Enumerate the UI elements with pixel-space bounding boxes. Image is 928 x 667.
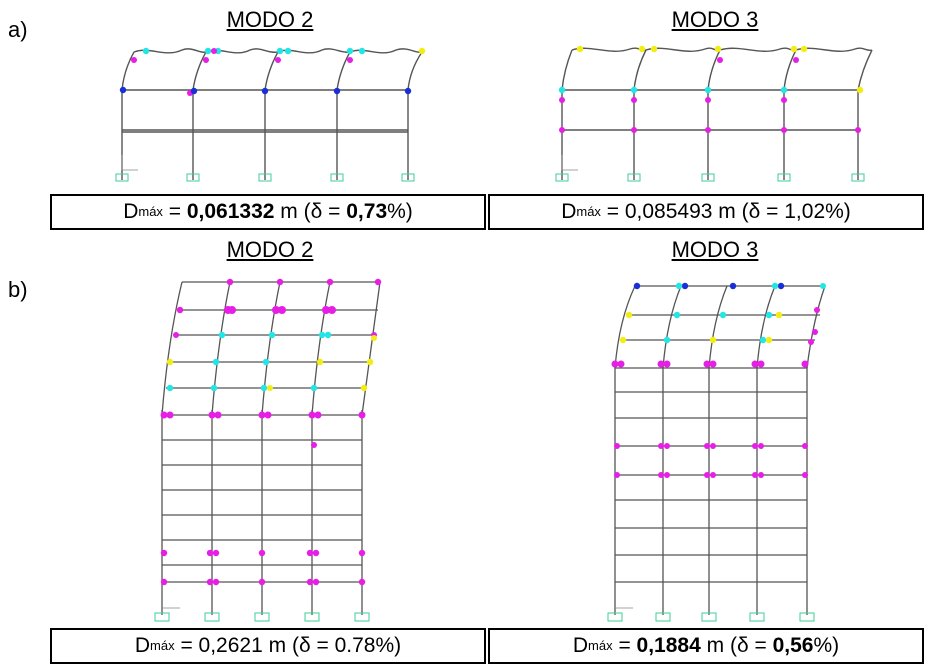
caption-value: 0,2621 [198,634,263,657]
caption-text: = [310,634,335,657]
frame-a-modo3 [550,40,880,185]
caption-subscript: máx [150,638,175,653]
panel-a-label: a) [8,17,28,42]
panel-b-left-title: MODO 2 [226,237,314,262]
caption-text: m ( [262,634,299,657]
caption-value: 0,1884 [636,634,701,657]
caption-text: = [322,200,347,223]
caption-delta: δ [736,634,749,657]
caption-text: = [174,634,199,657]
frame-a-modo2 [110,40,430,185]
caption-subscript: máx [576,204,601,219]
caption-ratio: 0,73 [346,200,388,223]
caption-text: D [123,200,139,223]
panel-b-label: b) [8,277,28,302]
caption-text: m ( [274,200,311,223]
caption-text: = [760,200,785,223]
caption-text: = [600,200,625,223]
caption-text: D [572,634,589,657]
caption-text: %) [825,200,851,223]
caption-ratio: 1,02 [784,200,826,223]
caption-value: 0,061332 [186,200,275,223]
caption-text: D [561,200,577,223]
panel-a-right-title: MODO 3 [671,7,759,32]
caption-ratio: 0,56 [772,634,814,657]
caption-delta: δ [298,634,311,657]
caption-delta: δ [748,200,761,223]
caption-text: = [162,200,187,223]
caption-delta: δ [310,200,323,223]
caption-text: = [748,634,773,657]
caption-text: %) [387,200,413,223]
panel-a-left-title: MODO 2 [226,7,314,32]
frame-b-modo3 [605,270,845,630]
panel-b-right-title: MODO 3 [671,237,759,262]
caption-subscript: máx [588,638,613,653]
caption-text: m ( [712,200,749,223]
caption-text: = [612,634,637,657]
caption-text: D [134,634,151,657]
caption-text: %) [813,634,840,657]
caption-subscript: máx [138,204,163,219]
caption-text: m ( [700,634,737,657]
caption-text: %) [375,634,402,657]
caption-value: 0,085493 [624,200,713,223]
caption-ratio: 0.78 [334,634,376,657]
frame-b-modo2 [150,270,400,630]
